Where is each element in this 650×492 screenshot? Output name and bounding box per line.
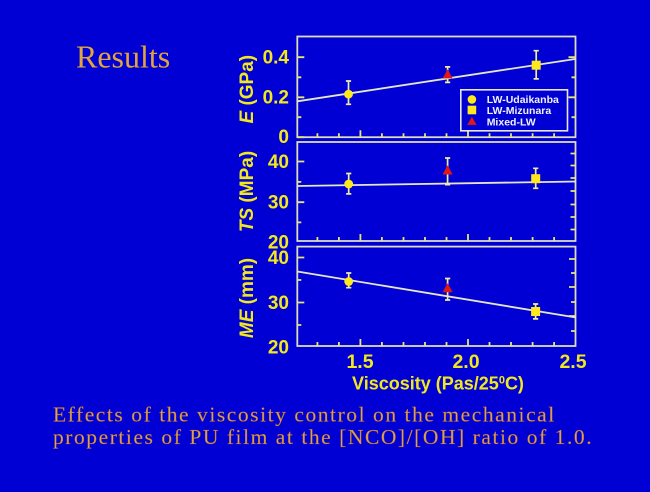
svg-text:properties of PU film at the [: properties of PU film at the [NCO]/[OH] … <box>53 425 593 449</box>
svg-text:1.5: 1.5 <box>346 351 373 373</box>
svg-text:ME (mm): ME (mm) <box>237 258 258 338</box>
svg-text:TS (MPa): TS (MPa) <box>237 151 258 232</box>
svg-text:20: 20 <box>268 233 289 254</box>
svg-text:2.0: 2.0 <box>452 351 479 373</box>
svg-text:0.2: 0.2 <box>263 88 289 109</box>
svg-text:40: 40 <box>268 152 289 173</box>
svg-text:Effects of the viscosity contr: Effects of the viscosity control on the … <box>53 403 556 427</box>
svg-text:E (GPa): E (GPa) <box>237 55 258 124</box>
svg-text:2.5: 2.5 <box>559 351 586 373</box>
svg-text:LW-Mizunara: LW-Mizunara <box>487 105 552 117</box>
svg-text:0.4: 0.4 <box>263 48 290 69</box>
svg-text:30: 30 <box>268 193 289 214</box>
svg-text:Results: Results <box>76 39 170 75</box>
svg-text:40: 40 <box>268 248 289 269</box>
svg-text:30: 30 <box>268 293 289 314</box>
svg-text:Mixed-LW: Mixed-LW <box>487 116 536 128</box>
svg-text:Viscosity (Pas/250C): Viscosity (Pas/250C) <box>352 374 524 394</box>
svg-text:0: 0 <box>278 127 289 148</box>
svg-text:20: 20 <box>268 338 289 359</box>
svg-text:LW-Udaikanba: LW-Udaikanba <box>487 94 559 106</box>
